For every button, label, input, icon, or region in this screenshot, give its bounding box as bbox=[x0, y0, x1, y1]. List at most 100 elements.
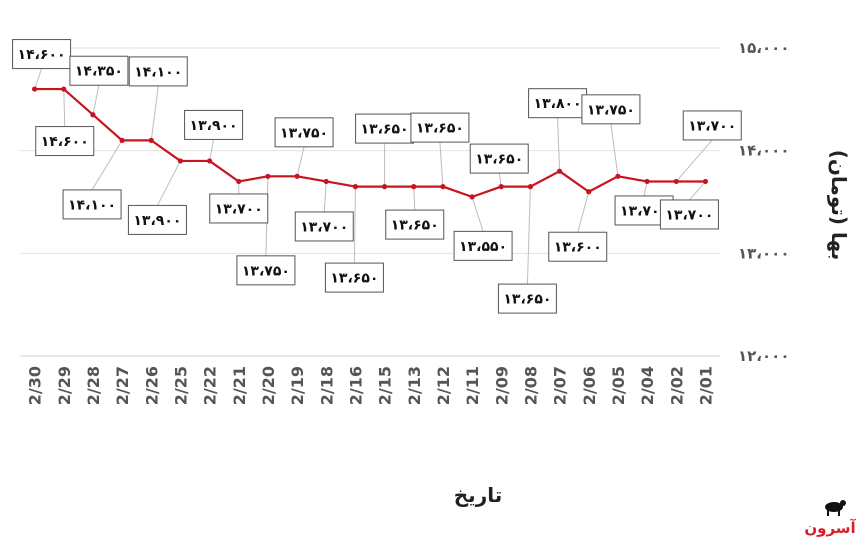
label-leader-line bbox=[413, 186, 416, 211]
series-line bbox=[31, 86, 709, 200]
data-label-box bbox=[69, 55, 129, 86]
x-tick-label: 2/29 bbox=[55, 366, 74, 405]
data-label-box bbox=[209, 193, 269, 224]
data-point bbox=[90, 112, 96, 118]
label-leader-line bbox=[353, 186, 356, 264]
label-leader-line bbox=[323, 181, 327, 212]
x-tick-label: 2/02 bbox=[667, 366, 686, 405]
x-axis-title: تاریخ bbox=[454, 483, 502, 507]
data-label-box bbox=[528, 88, 588, 119]
data-point bbox=[323, 178, 329, 185]
x-tick-label: 2/28 bbox=[84, 366, 103, 405]
data-label-box bbox=[128, 56, 188, 87]
data-label-box bbox=[294, 211, 354, 242]
data-label: ۱۳،۸۰۰ bbox=[534, 96, 582, 112]
data-label-box bbox=[274, 117, 334, 148]
x-tick-label: 2/09 bbox=[492, 366, 511, 405]
data-label: ۱۳،۹۰۰ bbox=[133, 213, 181, 229]
data-point bbox=[469, 194, 475, 200]
label-leader-line bbox=[557, 117, 561, 172]
data-label-box bbox=[497, 283, 557, 314]
data-point bbox=[206, 158, 213, 164]
data-label: ۱۴،۱۰۰ bbox=[68, 197, 116, 213]
data-point bbox=[673, 178, 679, 185]
data-label: ۱۳،۵۵۰ bbox=[459, 239, 507, 255]
data-label: ۱۳،۶۵۰ bbox=[391, 218, 439, 234]
x-tick-label: 2/18 bbox=[317, 366, 336, 405]
data-label: ۱۳،۶۵۰ bbox=[330, 271, 378, 287]
data-point bbox=[440, 184, 446, 190]
data-point bbox=[294, 173, 300, 179]
label-leader-line bbox=[439, 142, 444, 187]
label-leader-line bbox=[610, 123, 619, 177]
x-tick-label: 2/19 bbox=[288, 366, 307, 405]
data-label-box bbox=[184, 109, 244, 140]
x-tick-label: 2/12 bbox=[434, 366, 453, 405]
y-tick-label: ۱۲،۰۰۰ bbox=[738, 347, 789, 365]
data-label: ۱۳،۷۰۰ bbox=[300, 219, 348, 235]
data-point bbox=[61, 86, 67, 92]
label-leader-line bbox=[296, 146, 305, 177]
data-label: ۱۴،۳۵۰ bbox=[75, 64, 123, 80]
x-tick-label: 2/05 bbox=[609, 366, 628, 405]
data-point bbox=[352, 184, 359, 190]
x-tick-label: 2/16 bbox=[346, 366, 365, 405]
data-point bbox=[265, 173, 271, 179]
x-tick-label: 2/26 bbox=[142, 366, 161, 405]
y-tick-label: ۱۴،۰۰۰ bbox=[738, 142, 789, 160]
x-tick-label: 2/01 bbox=[696, 366, 715, 405]
data-label-box bbox=[453, 230, 513, 261]
x-tick-label: 2/25 bbox=[171, 366, 190, 405]
data-label: ۱۳،۶۰۰ bbox=[554, 240, 602, 256]
data-point bbox=[177, 158, 184, 164]
data-label-box bbox=[469, 143, 529, 174]
data-label-box bbox=[682, 110, 742, 141]
data-label-box bbox=[12, 39, 72, 70]
data-label-box bbox=[324, 262, 384, 293]
label-leader-line bbox=[63, 89, 66, 127]
label-leader-line bbox=[577, 191, 590, 233]
label-leader-line bbox=[471, 196, 484, 232]
data-label: ۱۳،۶۵۰ bbox=[475, 152, 523, 168]
x-tick-label: 2/08 bbox=[521, 366, 540, 405]
data-label-box bbox=[355, 113, 415, 144]
data-label-box bbox=[548, 231, 608, 262]
brand-logo: آسرون bbox=[804, 492, 856, 536]
x-tick-label: 2/27 bbox=[113, 366, 132, 405]
y-tick-label: ۱۵،۰۰۰ bbox=[738, 39, 789, 57]
x-tick-label: 2/15 bbox=[376, 366, 395, 405]
y-tick-label: ۱۳،۰۰۰ bbox=[738, 244, 789, 262]
data-point bbox=[148, 137, 154, 143]
x-tick-label: 2/22 bbox=[201, 366, 220, 405]
data-label: ۱۳،۶۵۰ bbox=[416, 121, 464, 137]
data-label: ۱۳،۶۵۰ bbox=[503, 292, 551, 308]
x-tick-label: 2/11 bbox=[463, 366, 482, 405]
x-axis-ticks: 2/30 2/29 2/28 2/27 2/26 2/25 2/22 2/21 2/20 2/19… bbox=[26, 366, 716, 405]
x-tick-label: 2/20 bbox=[259, 366, 278, 405]
brand-logo-text: آسرون bbox=[804, 519, 856, 537]
data-label-box bbox=[127, 204, 187, 235]
data-point bbox=[615, 173, 621, 179]
label-leader-line bbox=[156, 160, 181, 206]
cow-icon bbox=[825, 500, 846, 516]
label-leader-line bbox=[689, 181, 706, 201]
data-point bbox=[31, 86, 38, 92]
x-tick-label: 2/13 bbox=[405, 366, 424, 405]
label-leader-line bbox=[150, 85, 159, 141]
data-label: ۱۳،۷۰۰ bbox=[215, 201, 263, 217]
data-label: ۱۳،۷۵۰ bbox=[242, 263, 290, 279]
data-label: ۱۳،۷۵۰ bbox=[280, 125, 328, 141]
data-point bbox=[644, 178, 650, 185]
x-tick-label: 2/06 bbox=[580, 366, 599, 405]
data-label: ۱۴،۶۰۰ bbox=[41, 134, 89, 150]
data-label: ۱۳،۷۰۰ bbox=[620, 203, 668, 219]
data-point bbox=[527, 184, 534, 190]
data-label: ۱۴،۱۰۰ bbox=[134, 64, 182, 80]
data-point bbox=[411, 184, 417, 190]
data-point bbox=[236, 178, 242, 185]
label-leader-line bbox=[91, 140, 123, 191]
data-point bbox=[381, 184, 388, 190]
data-point bbox=[498, 184, 504, 190]
data-label-box bbox=[659, 199, 719, 230]
data-label-box bbox=[62, 189, 122, 220]
